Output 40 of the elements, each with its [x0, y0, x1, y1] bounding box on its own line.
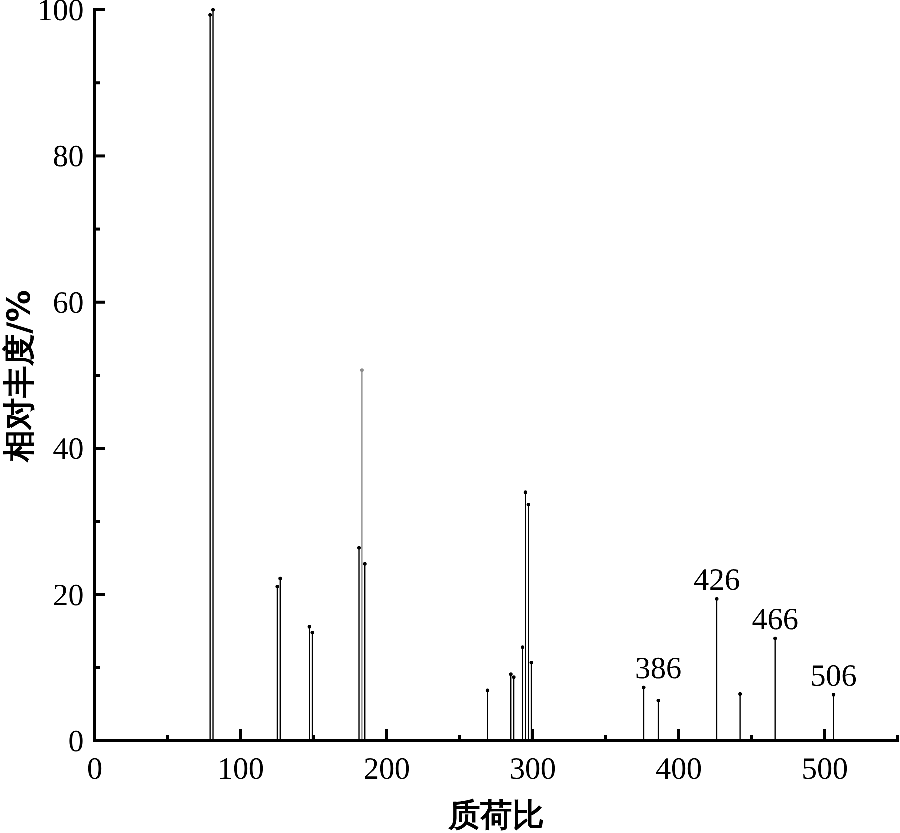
xlabel: 质荷比	[448, 796, 544, 833]
ylabel: 相对丰度/%	[0, 290, 38, 462]
xtick-label: 200	[364, 751, 410, 786]
ytick-label: 0	[68, 724, 84, 758]
point	[520, 646, 525, 650]
point	[278, 576, 282, 581]
point	[512, 676, 516, 680]
xtick-label: 500	[802, 751, 848, 786]
ytick-label: 80	[53, 138, 84, 174]
point	[308, 625, 312, 629]
point	[656, 698, 660, 703]
annotation: 386	[635, 650, 682, 686]
point	[774, 636, 778, 640]
xtick-label: 300	[510, 751, 556, 786]
point	[738, 692, 742, 696]
point	[211, 8, 216, 12]
ytick-label: 100	[38, 0, 84, 28]
point	[524, 490, 528, 494]
annotation: 466	[752, 602, 799, 637]
point	[509, 672, 513, 676]
xtick-label: 400	[656, 751, 702, 786]
point	[715, 597, 719, 601]
ytick-label: 20	[53, 577, 84, 612]
point	[276, 584, 280, 589]
point	[526, 503, 530, 507]
point	[360, 368, 364, 372]
point	[208, 13, 212, 17]
point	[642, 686, 646, 690]
point	[486, 688, 490, 692]
point	[357, 546, 362, 550]
annotation: 426	[694, 562, 740, 598]
ytick-label: 40	[53, 431, 84, 466]
point	[832, 693, 836, 697]
point	[310, 631, 314, 635]
ytick-label: 60	[53, 284, 84, 320]
point	[363, 562, 367, 566]
xtick-label: 0	[87, 751, 103, 786]
xtick-label: 100	[218, 751, 264, 786]
annotation: 506	[810, 658, 857, 693]
point	[530, 660, 534, 665]
